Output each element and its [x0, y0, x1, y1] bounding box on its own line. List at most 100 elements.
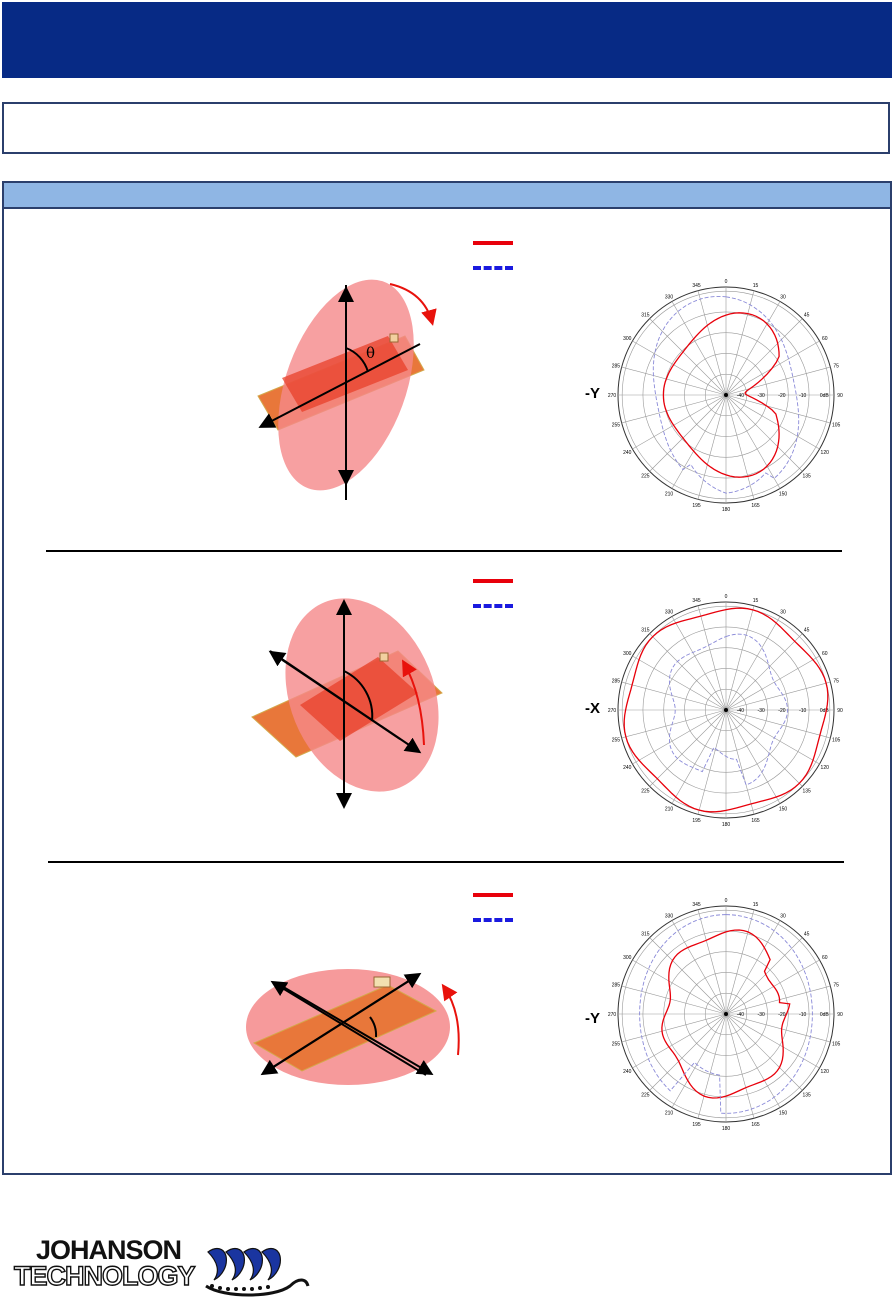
angle-tick-label: 210	[665, 807, 674, 813]
angle-tick-label: 270	[608, 1012, 617, 1018]
info-box	[2, 102, 890, 154]
theta-label: θ	[366, 344, 375, 362]
ring-tick-label: -40	[737, 1012, 744, 1018]
angle-tick-label: 285	[612, 363, 621, 369]
antenna-chip	[373, 976, 391, 988]
angle-tick-label: 255	[612, 423, 621, 429]
ring-tick-label: -40	[737, 393, 744, 399]
solid-pattern-trace	[662, 312, 780, 478]
angle-tick-label: 225	[641, 1093, 650, 1099]
legend-dashed-line	[473, 266, 513, 270]
dashed-pattern-trace	[668, 633, 789, 786]
angle-tick-label: 300	[623, 955, 632, 961]
angle-tick-label: 270	[608, 393, 617, 399]
ring-tick-label: -20	[778, 393, 785, 399]
angle-tick-label: 90	[837, 1012, 843, 1018]
angle-tick-label: 210	[665, 492, 674, 498]
angle-tick-label: 150	[779, 807, 788, 813]
orientation-diagram-1: θ	[257, 279, 437, 500]
angle-tick-label: 330	[665, 609, 674, 615]
orientation-diagram-3	[246, 969, 460, 1085]
polar-plot-3: 0 15 30 45 60 75 90 105 120 135 150 165 180 195 210 225…	[608, 898, 843, 1132]
dashed-pattern-trace	[652, 295, 800, 494]
angle-tick-label: 195	[692, 503, 701, 509]
angle-tick-label: 330	[665, 913, 674, 919]
ring-tick-label: 0dB	[820, 393, 830, 399]
angle-tick-label: 135	[802, 1093, 811, 1099]
angle-tick-label: 90	[837, 393, 843, 399]
angle-tick-label: 165	[751, 818, 760, 824]
angle-tick-label: 15	[753, 598, 759, 604]
angle-tick-label: 270	[608, 708, 617, 714]
angle-tick-label: 105	[832, 423, 841, 429]
antenna-chip	[389, 333, 399, 343]
legend-solid-line	[473, 241, 513, 245]
ring-tick-label: -30	[758, 1012, 765, 1018]
angle-tick-label: 60	[822, 336, 828, 342]
angle-tick-label: 255	[612, 1042, 621, 1048]
divider-2	[48, 861, 844, 863]
angle-tick-label: 105	[832, 738, 841, 744]
angle-tick-label: 0	[725, 279, 728, 285]
ring-tick-label: -40	[737, 708, 744, 714]
ring-tick-label: -20	[778, 708, 785, 714]
angle-tick-label: 90	[837, 708, 843, 714]
angle-tick-label: 195	[692, 818, 701, 824]
legend-solid-line	[473, 579, 513, 583]
ring-tick-label: -10	[799, 708, 806, 714]
angle-tick-label: 345	[692, 598, 701, 604]
angle-tick-label: 165	[751, 503, 760, 509]
angle-tick-label: 195	[692, 1122, 701, 1128]
logo-line-1: JOHANSON	[36, 1235, 182, 1265]
antenna-chip	[379, 652, 389, 662]
company-logo: JOHANSON TECHNOLOGY	[13, 1235, 314, 1300]
legend-dashed-line	[473, 604, 513, 608]
angle-tick-label: 135	[802, 474, 811, 480]
angle-tick-label: 120	[821, 450, 830, 456]
angle-tick-label: 330	[665, 294, 674, 300]
ring-tick-label: -20	[778, 1012, 785, 1018]
angle-tick-label: 120	[821, 765, 830, 771]
angle-tick-label: 315	[641, 627, 650, 633]
axis-label-plot-3: -Y	[585, 1010, 600, 1027]
angle-tick-label: 345	[692, 902, 701, 908]
angle-tick-label: 285	[612, 982, 621, 988]
angle-tick-label: 150	[779, 1111, 788, 1117]
angle-tick-label: 180	[722, 507, 731, 513]
divider-1	[46, 550, 842, 552]
angle-tick-label: 255	[612, 738, 621, 744]
angle-tick-label: 135	[802, 789, 811, 795]
axis-label-plot-1: -Y	[585, 385, 600, 402]
cut-plane-ellipse	[285, 598, 439, 792]
radiation-pattern-section	[2, 181, 892, 1175]
axis-label-plot-2: -X	[585, 700, 600, 717]
angle-tick-label: 15	[753, 902, 759, 908]
angle-tick-label: 120	[821, 1069, 830, 1075]
angle-tick-label: 300	[623, 651, 632, 657]
orientation-diagram-2	[251, 598, 443, 809]
angle-tick-label: 60	[822, 955, 828, 961]
angle-tick-label: 150	[779, 492, 788, 498]
angle-tick-label: 300	[623, 336, 632, 342]
ring-tick-label: -10	[799, 1012, 806, 1018]
legend-solid-line	[473, 893, 513, 897]
solid-pattern-trace	[661, 929, 791, 1099]
angle-tick-label: 180	[722, 1126, 731, 1132]
angle-tick-label: 105	[832, 1042, 841, 1048]
logo-line-2: TECHNOLOGY	[13, 1261, 196, 1291]
angle-tick-label: 315	[641, 931, 650, 937]
angle-tick-label: 30	[780, 913, 786, 919]
angle-tick-label: 45	[804, 627, 810, 633]
angle-tick-label: 60	[822, 651, 828, 657]
angle-tick-label: 240	[623, 450, 632, 456]
angle-tick-label: 225	[641, 474, 650, 480]
angle-tick-label: 225	[641, 789, 650, 795]
angle-tick-label: 15	[753, 283, 759, 289]
angle-tick-label: 75	[833, 982, 839, 988]
angle-tick-label: 45	[804, 312, 810, 318]
angle-tick-label: 30	[780, 609, 786, 615]
angle-tick-label: 165	[751, 1122, 760, 1128]
angle-tick-label: 30	[780, 294, 786, 300]
angle-tick-label: 180	[722, 822, 731, 828]
angle-tick-label: 75	[833, 363, 839, 369]
